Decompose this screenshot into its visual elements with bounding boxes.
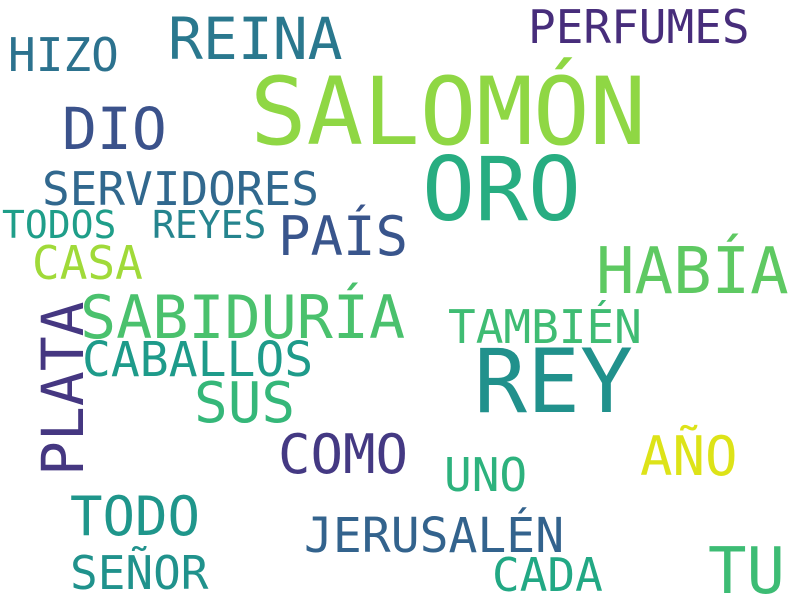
word-tu: TU xyxy=(708,535,786,600)
word-pais: PAÍS xyxy=(278,205,409,268)
word-servidores: SERVIDORES xyxy=(42,162,319,216)
word-plata: PLATA xyxy=(29,301,97,476)
word-ano: AÑO xyxy=(640,425,738,488)
word-oro: ORO xyxy=(422,138,581,241)
word-sabiduria: SABIDURÍA xyxy=(80,283,406,353)
word-caballos: CABALLOS xyxy=(82,332,314,388)
word-dio: DIO xyxy=(62,95,167,163)
word-tambien: TAMBIÉN xyxy=(448,300,642,354)
word-perfumes: PERFUMES xyxy=(528,0,750,54)
word-todos: TODOS xyxy=(2,203,117,247)
word-senor: SEÑOR xyxy=(70,546,209,600)
word-hizo: HIZO xyxy=(8,28,119,82)
word-rey: REY xyxy=(474,330,633,433)
word-casa: CASA xyxy=(32,236,143,290)
word-habia: HABÍA xyxy=(596,235,789,309)
word-jerusalen: JERUSALÉN xyxy=(304,508,565,564)
word-reyes: REYES xyxy=(152,203,267,247)
word-reina: REINA xyxy=(168,5,343,73)
word-uno: UNO xyxy=(444,448,528,502)
word-sus: SUS xyxy=(194,371,296,436)
word-como: COMO xyxy=(278,423,409,486)
word-todo: TODO xyxy=(70,485,201,548)
word-salomon: SALOMÓN xyxy=(250,58,647,167)
word-cada: CADA xyxy=(492,548,603,600)
